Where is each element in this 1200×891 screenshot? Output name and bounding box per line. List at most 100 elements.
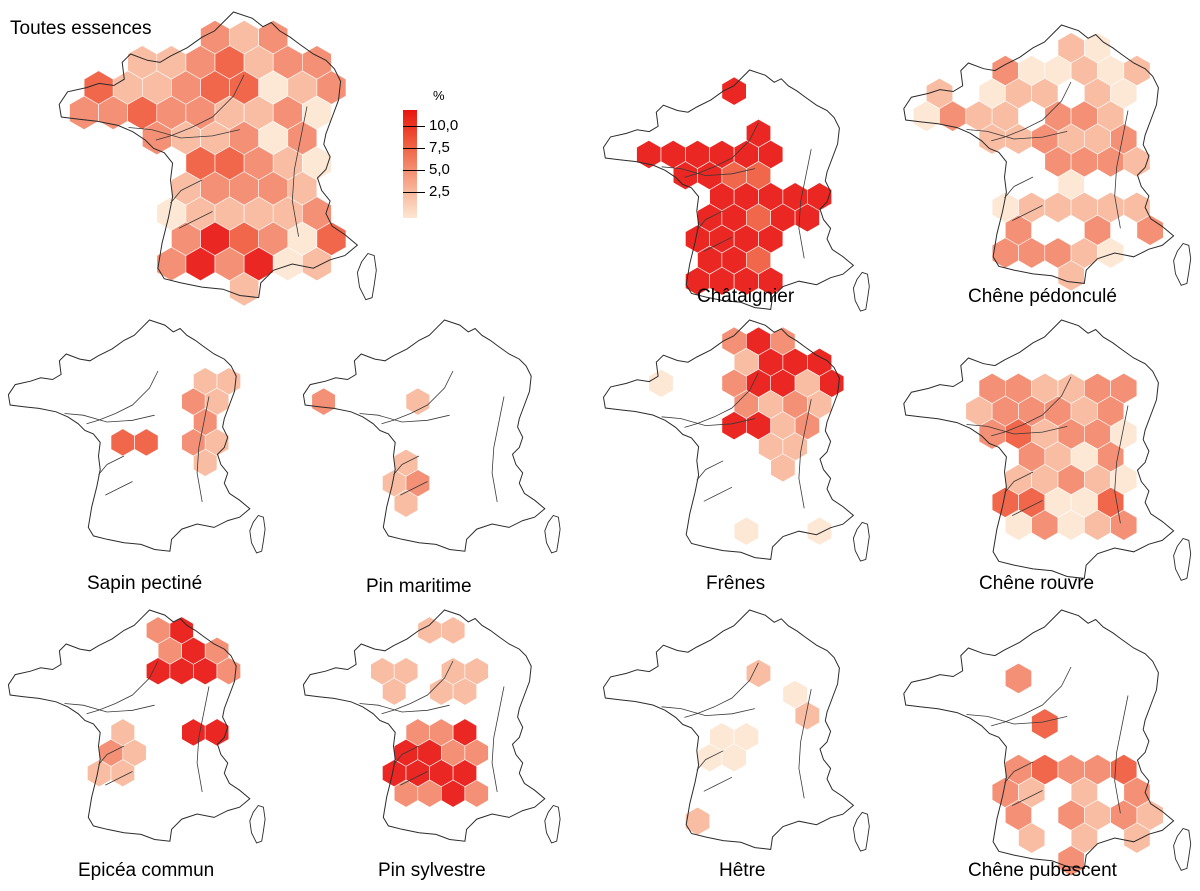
panel-title-sapin-pectine: Sapin pectiné <box>87 573 203 594</box>
panel-title-frenes: Frênes <box>706 573 766 594</box>
river-line <box>1011 205 1043 222</box>
legend-label-2-5: 2,5 <box>429 183 450 200</box>
panel-title-hetre: Hêtre <box>719 860 766 881</box>
river-line <box>196 686 210 792</box>
hexagon-cell <box>302 246 332 282</box>
river-line <box>128 127 240 139</box>
panel-title-chene-pedoncule: Chêne pédonculé <box>968 286 1117 307</box>
corsica-outline <box>852 811 870 852</box>
river-line <box>381 370 454 425</box>
hexagon-cell <box>417 616 442 645</box>
river-line <box>703 486 733 502</box>
hexagon-cell <box>648 368 674 398</box>
river-line <box>703 236 733 252</box>
hexagon-cell <box>110 428 135 457</box>
river-line <box>105 771 133 786</box>
corsica-outline <box>249 804 266 844</box>
river-line <box>381 660 454 715</box>
river-line <box>400 481 428 496</box>
hexagon-cell <box>405 387 430 416</box>
river-line <box>661 706 755 717</box>
france-outline <box>58 11 359 299</box>
panel-title-epicea-commun: Epicéa commun <box>78 860 215 881</box>
river-line <box>798 689 812 799</box>
color-legend: % 10,0 7,5 5,0 2,5 <box>400 88 480 238</box>
hexagon-cell <box>721 76 747 106</box>
corsica-outline <box>852 271 870 312</box>
river-line <box>684 122 759 178</box>
river-line <box>798 399 812 509</box>
panel-title-pin-sylvestre: Pin sylvestre <box>378 860 486 881</box>
hexagon-cell <box>193 448 218 477</box>
france-outline <box>7 319 251 552</box>
corsica-outline <box>1173 537 1192 581</box>
river-line <box>966 424 1068 435</box>
river-line <box>684 662 759 718</box>
legend-label-10: 10,0 <box>429 117 459 134</box>
river-line <box>696 750 724 771</box>
panel-title-toutes-essences: Toutes essences <box>10 18 152 39</box>
legend-color-bar <box>403 110 417 218</box>
france-outline <box>602 319 855 560</box>
corsica-outline <box>356 252 377 301</box>
river-line <box>696 460 724 481</box>
river-line <box>196 396 210 502</box>
france-outline <box>903 24 1175 284</box>
river-line <box>966 714 1068 725</box>
corsica-outline <box>852 521 870 562</box>
river-line <box>491 396 505 502</box>
river-line <box>661 416 755 427</box>
river-line <box>1004 761 1034 784</box>
river-line <box>1114 110 1129 229</box>
legend-unit: % <box>433 88 445 103</box>
france-outline <box>903 319 1175 579</box>
panel-title-chataignier: Châtaignier <box>697 286 795 307</box>
france-outline <box>302 609 546 842</box>
hexagon-cell <box>794 701 820 731</box>
france-outline <box>602 609 855 850</box>
river-line <box>1114 405 1129 524</box>
river-line <box>1011 790 1043 807</box>
hexagon-cell <box>794 203 820 233</box>
river-line <box>359 703 450 713</box>
hexagon-cell <box>1057 260 1085 292</box>
hexagon-cell <box>229 272 259 307</box>
france-outline <box>302 319 546 552</box>
france-outline <box>7 609 251 842</box>
hexagon-cell <box>1057 845 1085 877</box>
legend-label-7-5: 7,5 <box>429 139 450 156</box>
river-line <box>991 376 1072 437</box>
river-line <box>155 74 245 141</box>
river-line <box>400 771 428 786</box>
river-line <box>393 745 420 765</box>
hexagon-cell <box>441 616 466 645</box>
corsica-outline <box>249 514 266 554</box>
hexagon-cell <box>1018 822 1046 854</box>
hexagon-cell <box>733 516 759 546</box>
hexagon-cell <box>721 743 747 773</box>
river-line <box>696 210 724 231</box>
river-line <box>1114 695 1129 814</box>
france-outline <box>903 609 1175 869</box>
river-line <box>64 703 155 713</box>
hexagon-cell <box>1097 237 1125 269</box>
hexagon-cell <box>464 779 489 808</box>
corsica-outline <box>544 804 561 844</box>
hexagon-cell <box>1110 509 1138 541</box>
river-line <box>86 370 159 425</box>
corsica-outline <box>1173 242 1192 286</box>
legend-tick <box>403 148 425 149</box>
hexagon-cell <box>807 516 832 546</box>
legend-tick <box>403 192 425 193</box>
river-line <box>966 129 1068 140</box>
hexagon-cell <box>1031 708 1059 740</box>
river-line <box>991 81 1072 142</box>
river-line <box>1011 500 1043 517</box>
river-line <box>661 166 755 177</box>
river-line <box>359 413 450 423</box>
river-line <box>1004 471 1034 494</box>
panel-title-chene-rouvre: Chêne rouvre <box>979 573 1095 594</box>
hexagon-cell <box>311 387 336 416</box>
river-line <box>798 149 812 259</box>
